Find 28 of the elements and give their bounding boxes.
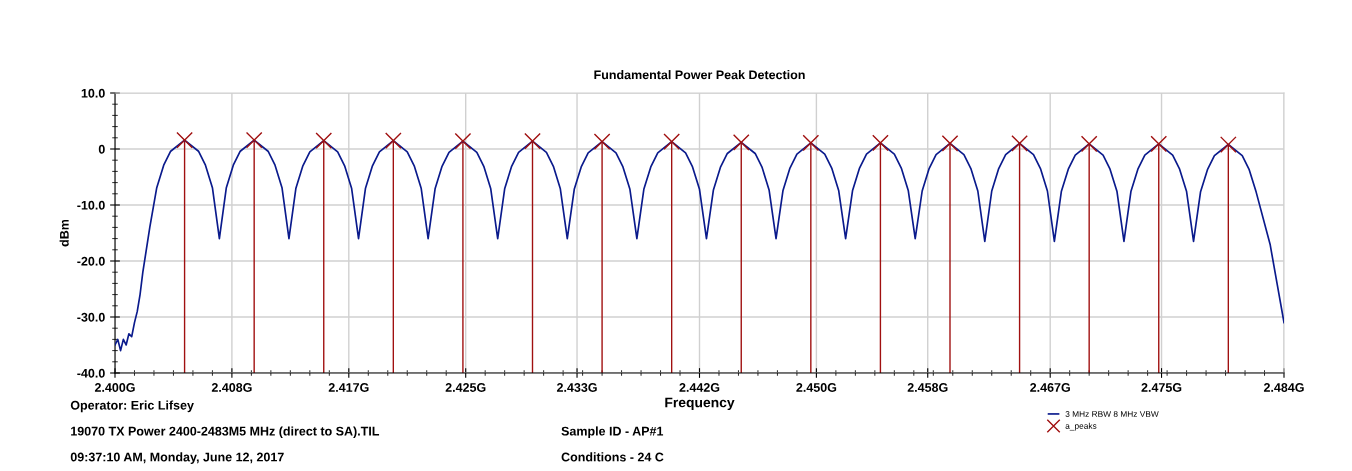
x-axis-title: Frequency bbox=[665, 397, 735, 411]
y-axis-title: dBm bbox=[59, 219, 69, 247]
y-tick-label: 0 bbox=[98, 144, 105, 154]
x-tick-label: 2.400G bbox=[94, 383, 135, 392]
chart-title: Fundamental Power Peak Detection bbox=[594, 70, 805, 80]
text: 19070 TX Power 2400-2483M5 MHz (direct to SA).TIL bbox=[71, 426, 380, 439]
text: Sample ID - AP#1 bbox=[561, 426, 664, 439]
x-tick-label: 2.425G bbox=[445, 383, 486, 392]
y-tick-label: 10.0 bbox=[81, 88, 105, 98]
legend-label: 3 MHz RBW 8 MHz VBW bbox=[1065, 411, 1159, 417]
y-tick-label: -30.0 bbox=[77, 312, 105, 322]
line-series bbox=[115, 139, 1284, 352]
text: 09:37:10 AM, Monday, June 12, 2017 bbox=[70, 452, 284, 464]
x-tick-label: 2.417G bbox=[328, 383, 369, 392]
x-tick-label: 2.450G bbox=[796, 383, 837, 392]
legend-label: a_peaks bbox=[1065, 422, 1097, 431]
x-tick-label: 2.475G bbox=[1141, 383, 1182, 392]
y-tick-label: -20.0 bbox=[77, 256, 105, 266]
x-tick-label: 2.467G bbox=[1030, 383, 1070, 392]
x-tick-label: 2.484G bbox=[1263, 383, 1304, 392]
y-tick-label: -10.0 bbox=[77, 200, 105, 210]
y-tick-label: -40.0 bbox=[77, 368, 105, 378]
x-tick-label: 2.433G bbox=[556, 383, 597, 392]
text: Operator: Eric Lifsey bbox=[70, 400, 194, 413]
text: Conditions - 24 C bbox=[561, 452, 664, 462]
x-tick-label: 2.458G bbox=[907, 383, 948, 392]
x-tick-label: 2.408G bbox=[211, 383, 252, 392]
x-tick-label: 2.442G bbox=[679, 383, 720, 392]
